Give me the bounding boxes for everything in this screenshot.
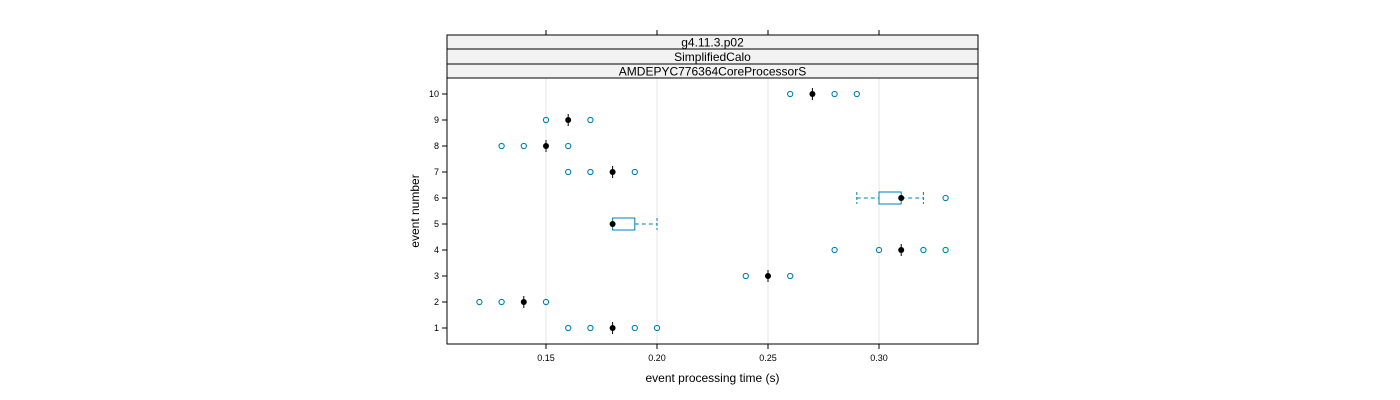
median-dot (809, 91, 816, 97)
outlier-point (476, 298, 483, 306)
strip-2: SimplifiedCalo (446, 48, 979, 65)
outlier-point (875, 246, 883, 254)
median-dot (609, 169, 616, 175)
x-axis: 0.15 0.20 0.25 0.30 (537, 30, 888, 363)
strip-3-label: AMDEPYC776364CoreProcessorS (619, 65, 806, 79)
x-tick-label: 0.25 (759, 353, 777, 363)
strip-2-label: SimplifiedCalo (674, 50, 751, 64)
y-tick-label: 3 (434, 271, 439, 281)
median-dot (565, 117, 572, 123)
box-event-4 (831, 244, 949, 256)
outlier-point (498, 142, 505, 150)
outlier-point (587, 324, 594, 332)
outlier-point (565, 324, 572, 332)
y-tick-label: 10 (429, 89, 439, 99)
median-dot (609, 325, 616, 331)
outlier-point (787, 272, 794, 280)
outlier-point (742, 272, 749, 280)
outlier-point (787, 90, 794, 98)
box-event-1 (565, 322, 661, 334)
outlier-point (831, 90, 838, 98)
outlier-point (942, 246, 949, 254)
y-tick-label: 6 (434, 193, 439, 203)
box-event-10 (787, 88, 860, 100)
box-event-6 (856, 191, 949, 205)
outlier-point (542, 298, 550, 306)
outlier-point (653, 324, 661, 332)
y-tick-label: 5 (434, 219, 439, 229)
outlier-point (587, 116, 594, 124)
median-dot (898, 195, 905, 201)
strip-3-background (446, 63, 979, 79)
median-dot (898, 247, 905, 253)
x-axis-title: event processing time (s) (645, 371, 779, 385)
outlier-point (542, 116, 550, 124)
x-tick-label: 0.30 (870, 353, 888, 363)
strip-3: AMDEPYC776364CoreProcessorS (446, 63, 979, 79)
x-tick-label: 0.20 (648, 353, 666, 363)
outlier-point (853, 90, 860, 98)
box-event-7 (565, 166, 638, 178)
outlier-point (498, 298, 505, 306)
grid-lines (545, 78, 880, 344)
outlier-point (587, 168, 594, 176)
outlier-point (942, 194, 949, 202)
outlier-point (520, 142, 527, 150)
median-dot (543, 143, 549, 149)
x-tick-label: 0.15 (537, 353, 555, 363)
median-dot (765, 273, 771, 279)
box (612, 217, 636, 231)
box-event-2 (476, 296, 550, 308)
median-dot (520, 299, 527, 305)
y-tick-label: 9 (434, 115, 439, 125)
box-plot-marks (476, 88, 949, 334)
y-axis-title: event number (408, 174, 422, 247)
median-dot (609, 221, 616, 227)
strip-1-label: g4.11.3.p02 (681, 36, 744, 50)
y-tick-label: 4 (434, 245, 439, 255)
box (878, 191, 902, 205)
plot-panel-border (446, 77, 979, 345)
y-axis: 1 2 3 4 5 6 7 8 9 10 (429, 89, 447, 333)
y-tick-label: 1 (434, 323, 439, 333)
outlier-point (631, 324, 638, 332)
outlier-point (565, 168, 572, 176)
box-event-8 (498, 140, 572, 152)
outlier-point (631, 168, 638, 176)
y-tick-label: 8 (434, 141, 439, 151)
outlier-point (565, 142, 572, 150)
strip-1: g4.11.3.p02 (446, 34, 979, 50)
box-event-3 (742, 270, 794, 282)
outlier-point (920, 246, 927, 254)
y-tick-label: 2 (434, 297, 439, 307)
box-event-9 (542, 114, 594, 126)
box-event-5 (609, 217, 658, 231)
y-tick-label: 7 (434, 167, 439, 177)
outlier-point (831, 246, 838, 254)
